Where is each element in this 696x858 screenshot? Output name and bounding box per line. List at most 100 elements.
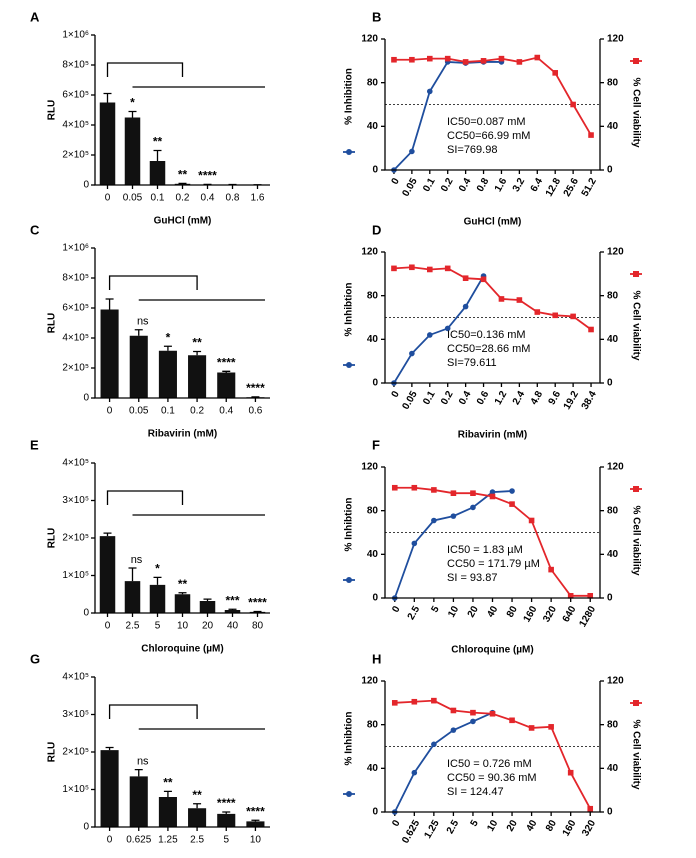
x-tick-label: 0 <box>390 389 403 400</box>
annotation: SI=769.98 <box>447 144 497 156</box>
point <box>426 55 433 62</box>
y-axis-label: RLU <box>47 742 58 763</box>
point <box>570 101 576 108</box>
point <box>567 593 574 599</box>
y2-tick-label: 80 <box>607 77 619 88</box>
point <box>480 276 487 283</box>
bar <box>99 102 116 185</box>
point <box>391 265 397 272</box>
y2-tick-label: 40 <box>607 763 619 774</box>
x-tick-label: 0.2 <box>439 176 456 194</box>
legend-marker <box>346 149 352 155</box>
x-tick-label: 6.4 <box>529 176 546 194</box>
y2-tick-label: 120 <box>607 676 624 687</box>
significance-label: ns <box>137 316 149 328</box>
axes <box>384 467 601 599</box>
x-tick-label: 0 <box>390 604 403 615</box>
bar <box>149 584 166 613</box>
x-tick-label: 0.625 <box>400 818 422 846</box>
significance-label: **** <box>248 596 267 610</box>
bar <box>199 601 216 613</box>
y2-axis-label: % Cell viability <box>630 505 641 575</box>
point <box>470 709 476 716</box>
error-bar <box>163 790 172 797</box>
error-bar <box>203 598 212 601</box>
significance-label: **** <box>198 169 217 183</box>
y-tick-label: 1×10⁶ <box>62 30 89 41</box>
y-tick-label: 80 <box>367 505 379 516</box>
point <box>498 55 505 62</box>
series-line <box>393 275 485 384</box>
x-tick-label: 1.25 <box>158 835 178 846</box>
y-tick-label: 0 <box>83 608 89 619</box>
significance-label: ** <box>192 336 202 350</box>
point <box>470 490 476 496</box>
point <box>426 266 433 273</box>
significance-label: ** <box>192 788 202 802</box>
y-tick-label: 2×10⁵ <box>62 363 89 374</box>
x-tick-label: 38.4 <box>580 389 599 412</box>
axes <box>384 681 601 813</box>
annotation: IC50=0.136 mM <box>447 329 526 341</box>
y-tick-label: 3×10⁵ <box>62 709 89 720</box>
x-axis-label: Chloroquine (µM) <box>451 645 533 656</box>
x-tick-label: 0 <box>105 193 111 204</box>
x-tick-label: 0.05 <box>400 176 419 199</box>
legend-marker <box>346 362 352 368</box>
significance-label: **** <box>246 381 265 395</box>
error-bar <box>193 803 202 809</box>
y-axis-label: % Inhibtion <box>344 498 355 552</box>
point <box>552 70 559 76</box>
x-tick-label: 2.4 <box>511 389 528 407</box>
x-tick-label: 0.2 <box>190 406 204 417</box>
annotation: SI = 93.87 <box>447 572 497 584</box>
point <box>431 741 437 748</box>
x-tick-label: 0.4 <box>457 389 474 407</box>
significance-label: *** <box>225 593 239 607</box>
point <box>534 54 541 61</box>
x-tick-label: 25.6 <box>562 176 581 199</box>
point <box>426 332 433 338</box>
point <box>489 489 496 495</box>
y2-tick-label: 120 <box>607 462 624 473</box>
y-axis-label: RLU <box>47 528 58 549</box>
point <box>570 313 576 320</box>
bar <box>246 821 265 827</box>
point <box>426 88 433 95</box>
x-tick-label: 40 <box>227 621 239 632</box>
y2-axis-label: % Cell viability <box>630 290 641 360</box>
annotation: SI = 124.47 <box>447 786 504 798</box>
point <box>509 488 515 494</box>
error-bar <box>134 329 143 336</box>
axes <box>94 248 270 399</box>
significance-label: ns <box>137 756 149 768</box>
x-tick-label: 0.4 <box>201 193 215 204</box>
x-tick-label: 20 <box>202 621 214 632</box>
significance-label: * <box>130 96 135 110</box>
x-tick-label: 0 <box>390 176 403 187</box>
point <box>444 265 451 272</box>
x-tick-label: 160 <box>522 604 540 624</box>
point <box>489 710 496 717</box>
x-tick-label: 10 <box>177 621 189 632</box>
y-tick-label: 40 <box>367 334 379 345</box>
significance-label: ns <box>131 554 143 566</box>
x-tick-label: 0.1 <box>421 176 438 194</box>
significance-label: ** <box>178 577 188 591</box>
y-tick-label: 3×10⁵ <box>62 495 89 506</box>
x-axis-label: GuHCl (mM) <box>464 217 522 228</box>
series-line <box>393 56 592 136</box>
point <box>588 326 594 333</box>
error-bar <box>128 567 137 582</box>
x-tick-label: 19.2 <box>562 389 581 412</box>
x-tick-label: 640 <box>561 604 579 624</box>
point <box>489 493 496 500</box>
point <box>450 707 457 714</box>
x-tick-label: 5 <box>429 604 442 615</box>
y-tick-label: 2×10⁵ <box>62 747 89 758</box>
y2-tick-label: 40 <box>607 121 619 132</box>
legend-marker <box>633 271 639 277</box>
point <box>409 264 415 271</box>
point <box>450 490 457 496</box>
x-tick-label: 9.6 <box>547 389 564 407</box>
